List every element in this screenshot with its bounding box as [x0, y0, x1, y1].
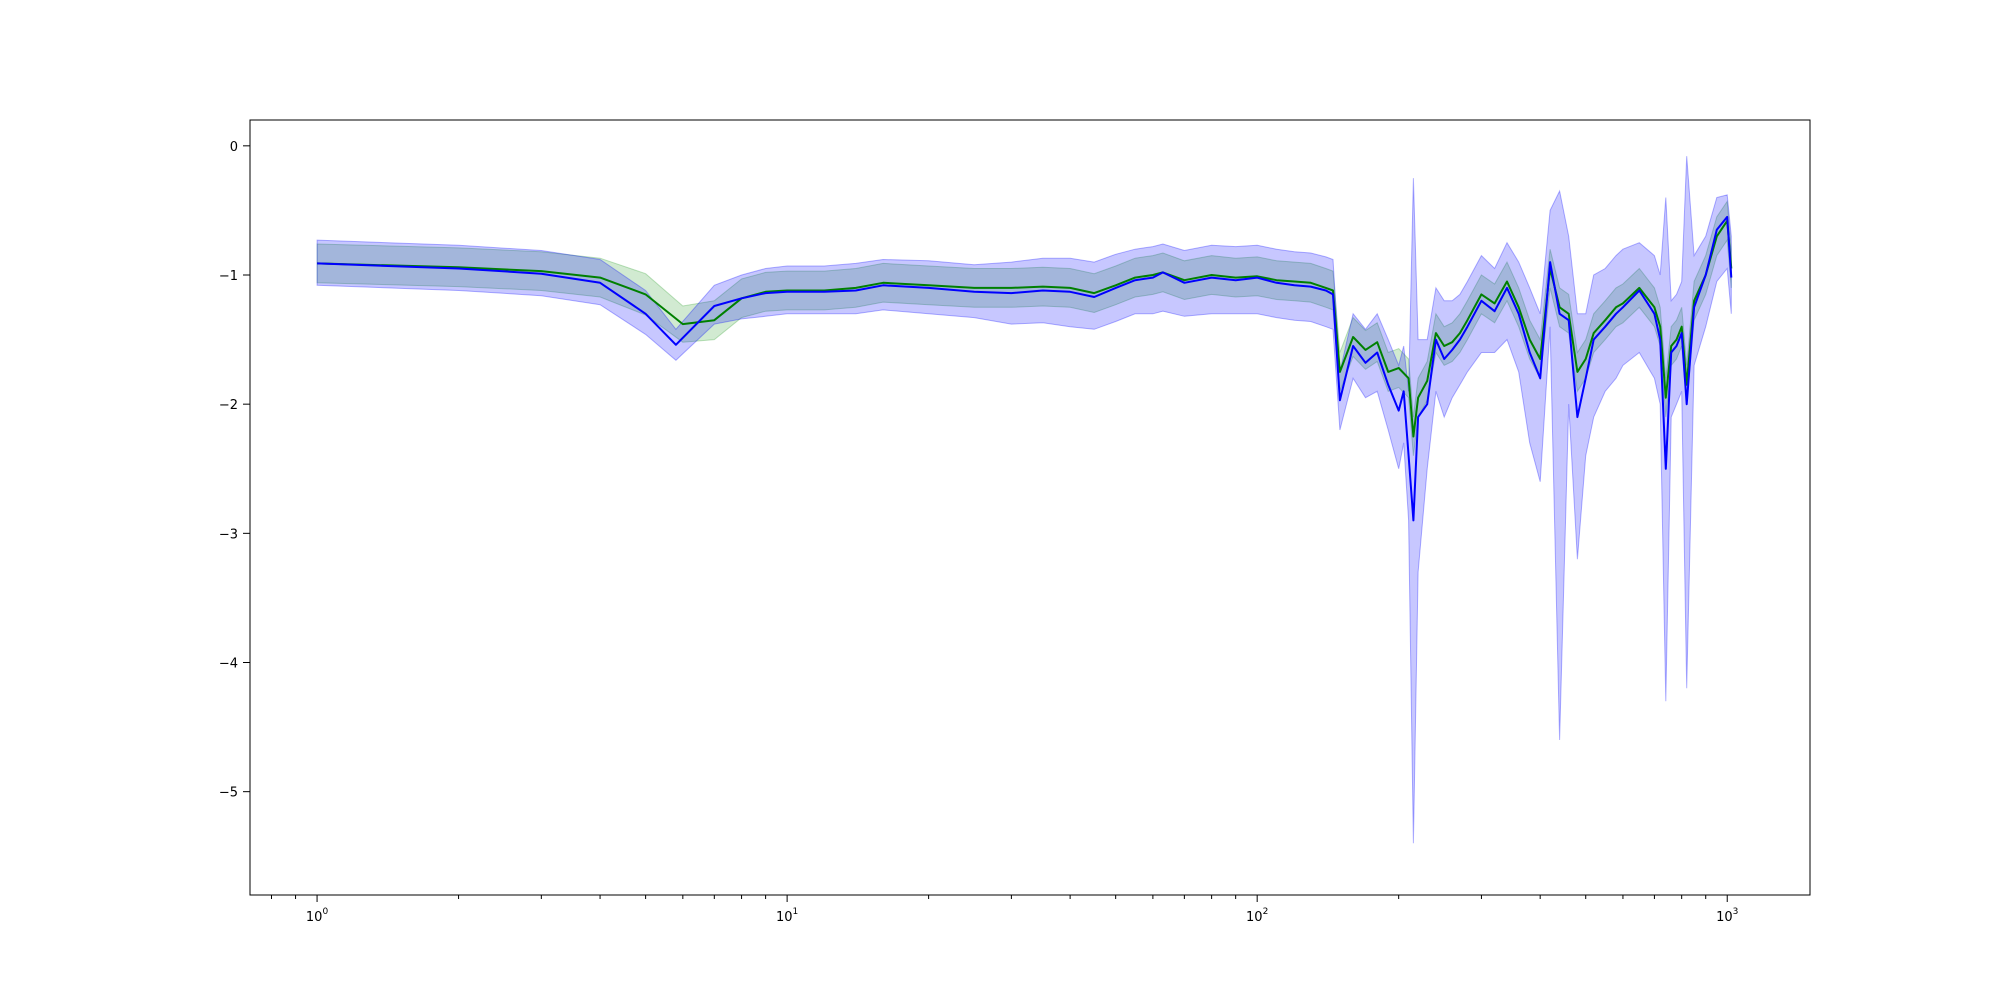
x-tick-base: 10	[1716, 910, 1733, 925]
y-tick-label: −5	[219, 786, 238, 801]
y-tick-label: −2	[219, 398, 238, 413]
series-lines	[317, 215, 1733, 522]
x-tick-label: 101	[776, 907, 798, 925]
series-1-band	[316, 199, 1732, 456]
confidence-bands	[316, 156, 1732, 844]
x-tick-base: 10	[776, 910, 793, 925]
series-1-line	[317, 219, 1733, 438]
x-tick-label: 102	[1246, 907, 1268, 925]
x-tick-exponent: 0	[322, 907, 328, 917]
y-tick-label: −3	[219, 527, 238, 542]
x-axis: 100 101 102 103	[271, 895, 1738, 925]
y-axis: 0 −1 −2 −3 −4 −5	[219, 140, 250, 801]
series-2-line	[317, 215, 1733, 522]
y-tick-label: −4	[219, 657, 238, 672]
x-tick-base: 10	[306, 910, 323, 925]
series-2-band	[316, 156, 1732, 844]
x-tick-exponent: 1	[793, 907, 799, 917]
y-tick-label: 0	[230, 140, 238, 155]
y-tick-label: −1	[219, 269, 238, 284]
x-tick-exponent: 3	[1733, 907, 1739, 917]
x-tick-base: 10	[1246, 910, 1263, 925]
x-tick-label: 103	[1716, 907, 1738, 925]
plot-frame	[249, 119, 1811, 896]
x-tick-exponent: 2	[1263, 907, 1269, 917]
x-tick-label: 100	[306, 907, 329, 925]
